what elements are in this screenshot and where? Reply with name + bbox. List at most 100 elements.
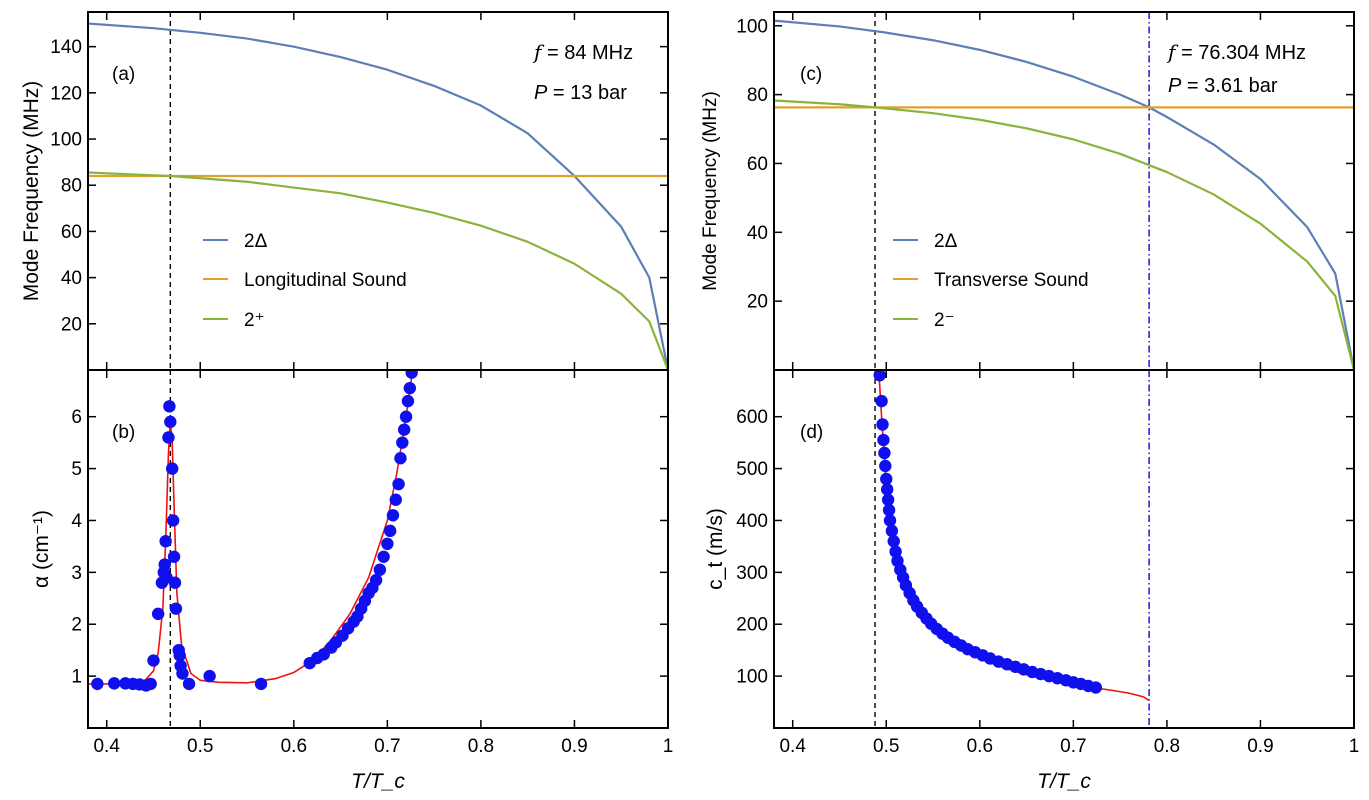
panel-b-ylabel: α (cm⁻¹) xyxy=(30,510,53,588)
panel-c-mode-frequency: 20 40 60 80 100 Mode Frequency (MHz) (c) f =… xyxy=(700,11,1355,371)
data-point xyxy=(381,537,394,551)
data-point xyxy=(880,483,894,496)
legend-2minus-label: 2⁻ xyxy=(934,310,955,331)
data-point xyxy=(162,431,175,444)
data-point xyxy=(165,462,179,475)
data-point xyxy=(875,394,888,408)
y-tick-label: 80 xyxy=(61,176,82,197)
panel-a-legend: 2Δ Longitudinal Sound 2⁺ xyxy=(203,231,407,331)
y-tick-label: 120 xyxy=(50,83,82,104)
y-tick-label: 20 xyxy=(747,292,768,313)
fit-curve xyxy=(88,370,414,685)
data-point xyxy=(881,493,895,506)
data-point xyxy=(182,677,196,691)
y-tick-label: 80 xyxy=(747,85,768,106)
right-xlabel: T/T_c xyxy=(1037,770,1091,793)
y-tick-label: 600 xyxy=(736,407,768,428)
panel-c-frequency-annotation: f = 76.304 MHz xyxy=(1166,40,1306,64)
panel-c-legend: 2Δ Transverse Sound 2⁻ xyxy=(893,231,1089,331)
y-tick-label: 200 xyxy=(736,615,768,636)
data-point xyxy=(159,535,172,548)
series-line-2 xyxy=(774,99,1354,370)
panel-c-pressure-annotation: P = 3.61 bar xyxy=(1168,75,1278,97)
data-point xyxy=(889,545,902,558)
panel-c-ylabel: Mode Frequency (MHz) xyxy=(700,91,721,291)
x-tick-label: 0.8 xyxy=(468,736,494,757)
panel-a-label: (a) xyxy=(112,64,135,85)
data-point xyxy=(401,394,415,408)
x-tick-label: 0.9 xyxy=(1247,736,1273,757)
panel-d-transverse-speed: 100 200 300 400 500 600 0.4 0.5 0.6 0.7 0.8 0.9 1 c… xyxy=(704,369,1359,757)
data-point xyxy=(169,602,183,615)
data-point xyxy=(91,677,104,691)
data-point xyxy=(878,446,891,460)
panel-a-pressure-annotation: P = 13 bar xyxy=(534,82,627,104)
x-tick-label: 0.4 xyxy=(779,736,806,757)
data-point xyxy=(168,576,182,589)
data-point xyxy=(389,493,402,506)
y-tick-label: 300 xyxy=(736,563,768,584)
data-point xyxy=(147,654,160,667)
y-tick-label: 500 xyxy=(736,459,768,480)
data-point xyxy=(882,503,896,517)
x-tick-label: 0.5 xyxy=(873,736,899,757)
y-tick-label: 140 xyxy=(50,37,82,58)
x-tick-label: 0.6 xyxy=(967,736,993,757)
data-point xyxy=(1089,681,1103,694)
data-point xyxy=(399,410,413,423)
data-point xyxy=(397,423,411,436)
panel-c-frame xyxy=(773,11,1355,371)
data-point xyxy=(386,509,400,522)
data-point xyxy=(394,452,407,465)
y-tick-label: 5 xyxy=(71,459,82,480)
legend-transverse-sound-label: Transverse Sound xyxy=(934,270,1089,291)
legend-2delta-label: 2Δ xyxy=(934,231,958,252)
panel-c-label: (c) xyxy=(800,64,822,85)
data-point xyxy=(369,573,383,587)
y-tick-label: 100 xyxy=(736,16,768,37)
series-line-2 xyxy=(88,171,668,370)
x-tick-label: 0.4 xyxy=(93,736,120,757)
panel-d-frame xyxy=(773,369,1355,729)
data-point xyxy=(873,370,886,382)
panel-d-label: (d) xyxy=(800,422,823,443)
y-tick-label: 100 xyxy=(736,667,768,688)
panel-b-label: (b) xyxy=(112,422,135,443)
x-tick-label: 0.9 xyxy=(561,736,587,757)
data-point xyxy=(167,550,181,563)
y-tick-label: 60 xyxy=(747,154,768,175)
data-point xyxy=(144,677,157,691)
y-tick-label: 20 xyxy=(61,314,82,335)
data-point xyxy=(176,667,189,680)
data-point xyxy=(883,514,897,527)
y-tick-label: 40 xyxy=(747,223,768,244)
panel-a-ylabel: Mode Frequency (MHz) xyxy=(20,81,43,302)
x-tick-label: 0.7 xyxy=(1060,736,1086,757)
data-point xyxy=(877,433,890,447)
y-tick-label: 4 xyxy=(71,511,82,532)
panel-d-ylabel: c_t (m/s) xyxy=(704,508,727,590)
data-point xyxy=(887,535,900,548)
y-tick-label: 1 xyxy=(71,667,82,688)
x-tick-label: 0.6 xyxy=(281,736,307,757)
x-tick-label: 1 xyxy=(1349,736,1360,757)
fit-curve xyxy=(877,370,1150,702)
data-point xyxy=(166,514,180,527)
x-tick-label: 1 xyxy=(663,736,674,757)
data-point xyxy=(405,370,418,379)
data-point xyxy=(880,472,893,486)
data-point xyxy=(254,677,268,691)
data-point xyxy=(879,459,892,473)
series-line-0 xyxy=(88,22,668,370)
data-point xyxy=(107,677,121,690)
data-point xyxy=(203,669,216,683)
x-tick-label: 0.7 xyxy=(374,736,400,757)
data-point xyxy=(173,649,186,662)
data-point xyxy=(373,563,387,576)
x-tick-label: 0.5 xyxy=(187,736,213,757)
data-point xyxy=(403,381,417,395)
data-point xyxy=(396,436,409,449)
legend-longitudinal-sound-label: Longitudinal Sound xyxy=(244,270,407,291)
panel-a-frame xyxy=(87,11,669,371)
